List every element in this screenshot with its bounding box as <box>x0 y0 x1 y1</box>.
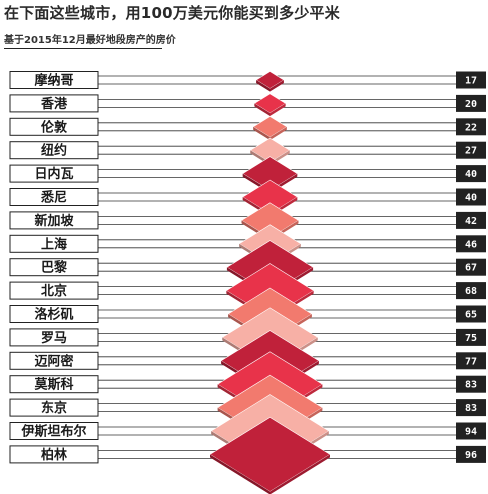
category-label: 洛杉矶 <box>34 307 73 323</box>
value-label: 22 <box>465 122 477 133</box>
category-box <box>9 422 99 440</box>
value-badge <box>456 211 486 229</box>
category-box <box>9 94 99 113</box>
category-box <box>9 375 99 394</box>
row-labels: 摩纳哥 17 香港 20 伦敦 22 纽约 27 日内瓦 40 悉尼 40 新加坡 42 上海 46 巴黎 67 北… <box>9 71 486 464</box>
value-label: 68 <box>465 286 477 297</box>
diamonds <box>209 71 331 494</box>
diamond-mark <box>252 116 288 138</box>
value-label: 27 <box>465 146 477 157</box>
diamond-side <box>210 454 270 494</box>
value-label: 75 <box>465 333 477 344</box>
category-label: 柏林 <box>41 447 67 463</box>
value-label: 65 <box>465 310 477 321</box>
value-badge <box>456 258 486 276</box>
category-label: 迈阿密 <box>34 353 73 369</box>
category-label: 北京 <box>41 283 67 299</box>
value-label: 46 <box>465 239 477 250</box>
value-badge <box>456 305 486 323</box>
value-label: 42 <box>465 216 477 227</box>
category-label: 罗马 <box>41 331 67 346</box>
value-label: 17 <box>465 76 477 87</box>
category-label: 巴黎 <box>41 260 67 276</box>
category-box <box>9 188 99 206</box>
value-label: 96 <box>465 450 477 461</box>
category-box <box>9 211 99 230</box>
category-label: 伦敦 <box>41 119 68 135</box>
category-label: 莫斯科 <box>33 377 73 393</box>
value-badge <box>456 118 486 136</box>
diamond-side <box>270 103 286 117</box>
category-label: 上海 <box>41 236 67 252</box>
category-box <box>9 281 99 300</box>
subtitle-rule <box>4 48 162 49</box>
value-label: 67 <box>465 263 477 274</box>
diamond-mark <box>255 71 285 89</box>
chart-title: 在下面这些城市，用100万美元你能买到多少平米 <box>4 4 340 22</box>
category-box <box>9 234 99 253</box>
value-badge <box>456 165 486 183</box>
value-badge <box>456 141 486 159</box>
diamond-mark <box>253 93 287 114</box>
value-badge <box>456 71 486 89</box>
value-badge <box>456 399 486 417</box>
category-box <box>9 305 99 323</box>
category-box <box>9 164 99 183</box>
value-badge <box>456 328 486 346</box>
diamond-side <box>270 126 287 141</box>
value-label: 77 <box>465 356 477 367</box>
category-box <box>9 328 99 347</box>
category-label: 纽约 <box>41 143 67 159</box>
diamond-side <box>270 454 330 494</box>
diamond-side <box>253 126 270 141</box>
category-label: 新加坡 <box>34 213 74 229</box>
category-label: 摩纳哥 <box>34 73 73 89</box>
chart-subtitle: 基于2015年12月最好地段房产的房价 <box>4 35 176 46</box>
value-badge <box>456 375 486 393</box>
value-badge <box>456 94 486 112</box>
category-label: 伊斯坦布尔 <box>20 424 86 440</box>
value-label: 94 <box>465 427 477 438</box>
value-badge <box>456 235 486 253</box>
value-label: 83 <box>465 403 477 414</box>
category-box <box>9 117 99 136</box>
value-label: 20 <box>465 99 477 110</box>
category-box <box>9 398 99 417</box>
value-label: 40 <box>465 169 477 180</box>
value-label: 83 <box>465 380 477 391</box>
category-box <box>9 351 99 370</box>
category-label: 香港 <box>40 96 68 112</box>
category-box <box>9 71 99 89</box>
category-label: 日内瓦 <box>34 166 73 182</box>
value-badge <box>456 422 486 440</box>
category-label: 悉尼 <box>40 190 67 206</box>
value-label: 40 <box>465 193 477 204</box>
value-badge <box>456 282 486 300</box>
value-badge <box>456 188 486 206</box>
diamond-side <box>270 80 284 92</box>
category-box <box>9 141 99 160</box>
value-badge <box>456 352 486 370</box>
category-box <box>9 258 99 277</box>
diamond-side <box>254 103 270 117</box>
diamond-side <box>256 80 270 92</box>
category-box <box>9 445 99 464</box>
value-badge <box>456 445 486 463</box>
category-label: 东京 <box>41 400 67 416</box>
